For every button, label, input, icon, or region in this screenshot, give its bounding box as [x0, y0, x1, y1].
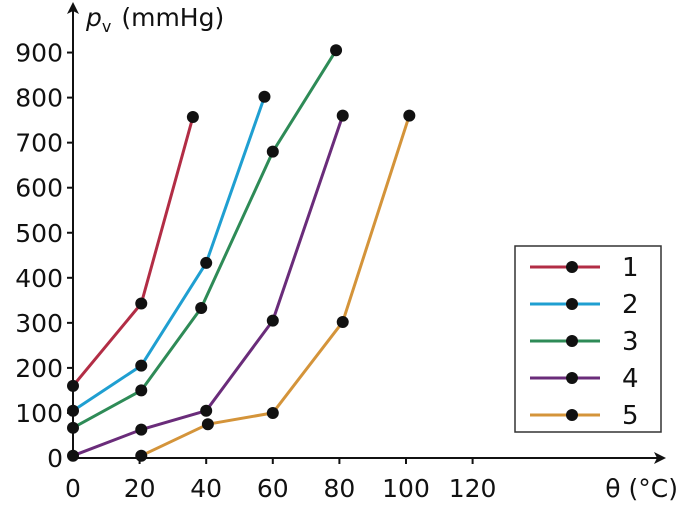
- x-tick-label: 60: [257, 474, 289, 503]
- legend: 1 2 3 4 5: [514, 245, 662, 433]
- y-axis-unit: (mmHg): [121, 3, 224, 32]
- series-line-3: [72, 49, 338, 430]
- series-1-point: [186, 110, 199, 123]
- legend-marker-3: [566, 335, 578, 347]
- series-1-point: [135, 297, 148, 310]
- y-tick-label: 200: [15, 354, 63, 383]
- x-axis-title: θ (°C): [605, 474, 678, 503]
- series-4-point: [266, 314, 279, 327]
- y-tick-label: 300: [15, 309, 63, 338]
- x-tick-label: 80: [323, 474, 355, 503]
- legend-label-2: 2: [622, 290, 639, 320]
- y-axis-symbol: p: [85, 3, 102, 32]
- series-5-point: [336, 315, 349, 328]
- x-tick-label: 0: [65, 474, 81, 503]
- series-5-point: [266, 406, 279, 419]
- y-tick-label: 600: [15, 174, 63, 203]
- legend-marker-2: [566, 298, 578, 310]
- y-tick-label: 0: [47, 444, 63, 473]
- series-4-point: [67, 449, 79, 462]
- series-5-point: [201, 418, 214, 431]
- legend-marker-5: [566, 409, 578, 421]
- legend-label-3: 3: [622, 327, 639, 357]
- y-tick-label: 900: [15, 39, 63, 68]
- x-tick-label: 120: [449, 474, 497, 503]
- series-5-point: [135, 449, 148, 462]
- y-tick-label: 800: [15, 84, 63, 113]
- axes: 0 100 200 300 400 500 600 700 800 900 0 20 40 60 80 100…: [15, 2, 678, 503]
- y-tick-label: 700: [15, 129, 63, 158]
- series-2-point: [200, 256, 213, 269]
- legend-label-1: 1: [622, 253, 639, 283]
- series-3-point: [67, 421, 79, 434]
- series-3-point: [135, 384, 148, 397]
- series-line-5: [140, 115, 411, 458]
- series-4-point: [336, 109, 349, 122]
- y-axis-title: pv (mmHg): [85, 3, 224, 36]
- series-4-point: [200, 404, 213, 417]
- y-tick-label: 400: [15, 264, 63, 293]
- y-tick-label: 500: [15, 219, 63, 248]
- series-2-point: [258, 90, 271, 103]
- x-tick-label: 40: [190, 474, 222, 503]
- series-2-point: [67, 404, 79, 417]
- legend-marker-4: [566, 372, 578, 384]
- y-axis-subscript: v: [102, 17, 111, 36]
- series-5-point: [403, 109, 416, 122]
- series-1-point: [67, 379, 79, 392]
- legend-label-5: 5: [622, 401, 639, 431]
- x-tick-label: 20: [124, 474, 156, 503]
- series-2-point: [135, 359, 148, 372]
- series-3-point: [266, 145, 279, 158]
- series-line-2: [72, 96, 266, 412]
- series-4-point: [135, 423, 148, 436]
- series-3-point: [195, 301, 208, 314]
- legend-marker-1: [566, 261, 578, 273]
- legend-box: [514, 245, 662, 433]
- legend-label-4: 4: [622, 364, 639, 394]
- x-tick-label: 100: [382, 474, 430, 503]
- series-layer: [67, 44, 416, 462]
- y-tick-label: 100: [15, 399, 63, 428]
- series-3-point: [330, 44, 343, 57]
